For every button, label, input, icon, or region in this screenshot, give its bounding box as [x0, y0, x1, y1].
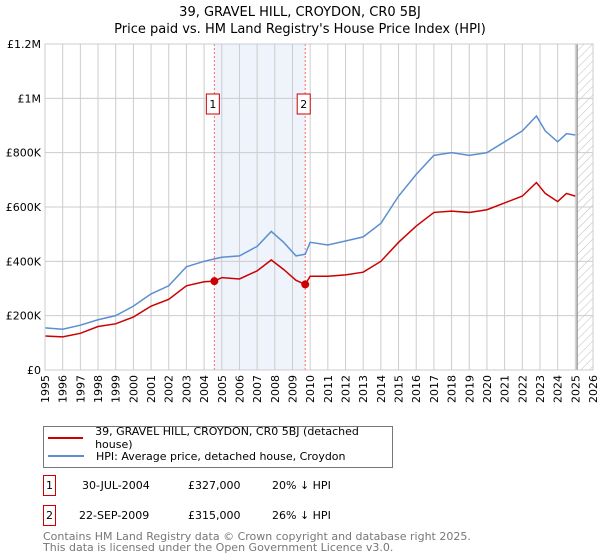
x-tick-label: 2014 — [375, 375, 388, 403]
x-tick-label: 2006 — [233, 375, 246, 403]
x-tick-label: 2010 — [304, 375, 317, 403]
price-chart: 1995 1996 1997 1998 1999 2000 2001 2002 2003 2004… — [6, 38, 600, 403]
x-tick-label: 2021 — [499, 375, 512, 403]
y-tick-label: £200K — [6, 310, 42, 323]
x-tick-label: 2011 — [322, 375, 335, 403]
marker-badge: 1 — [43, 475, 56, 496]
sale-marker-box — [296, 93, 311, 115]
y-tick-label: £600K — [6, 201, 42, 214]
footer-line: Contains HM Land Registry data © Crown c… — [43, 530, 471, 543]
legend-item-property: 39, GRAVEL HILL, CROYDON, CR0 5BJ (detac… — [48, 425, 392, 451]
x-tick-label: 2026 — [587, 375, 600, 403]
x-tick-label: 2024 — [552, 375, 565, 403]
y-tick-label: £800K — [6, 147, 42, 160]
transaction-row: 1 30-JUL-2004 £327,000 20% ↓ HPI — [43, 475, 443, 496]
x-tick-label: 2012 — [340, 375, 353, 403]
transaction-row: 2 22-SEP-2009 £315,000 26% ↓ HPI — [43, 505, 443, 526]
transaction-date: 22-SEP-2009 — [79, 509, 150, 522]
transaction-hpi: 20% ↓ HPI — [272, 479, 331, 492]
legend-label: HPI: Average price, detached house, Croy… — [96, 449, 346, 463]
y-tick-label: £400K — [6, 255, 42, 268]
legend: 39, GRAVEL HILL, CROYDON, CR0 5BJ (detac… — [43, 425, 393, 468]
transaction-price: £327,000 — [188, 479, 241, 492]
legend-label: 39, GRAVEL HILL, CROYDON, CR0 5BJ (detac… — [95, 425, 359, 451]
plot-frame — [44, 43, 594, 371]
x-tick-label: 2019 — [463, 375, 476, 403]
sale-marker-label: 1 — [209, 98, 216, 111]
x-tick-label: 2002 — [163, 375, 176, 403]
x-tick-label: 2020 — [481, 375, 494, 403]
sale-point — [301, 280, 310, 289]
footer-line: This data is licensed under the Open Gov… — [43, 541, 394, 554]
transaction-hpi: 26% ↓ HPI — [272, 509, 331, 522]
subtitle-line: Price paid vs. HM Land Registry's House … — [114, 22, 486, 37]
y-tick-label: £0 — [27, 364, 41, 377]
legend-swatch — [48, 455, 84, 457]
marker-badge: 2 — [43, 505, 56, 526]
x-tick-label: 2017 — [428, 375, 441, 403]
x-tick-label: 2018 — [446, 375, 459, 403]
x-tick-label: 2015 — [393, 375, 406, 403]
x-tick-label: 1998 — [92, 375, 105, 403]
transaction-date: 30-JUL-2004 — [82, 479, 150, 492]
x-tick-label: 1999 — [110, 375, 123, 403]
x-tick-label: 2022 — [516, 375, 529, 403]
x-tick-label: 2005 — [216, 375, 229, 403]
x-tick-label: 2001 — [145, 375, 158, 403]
x-tick-label: 2004 — [198, 375, 211, 403]
x-tick-label: 2023 — [534, 375, 547, 403]
title-line: 39, GRAVEL HILL, CROYDON, CR0 5BJ — [179, 5, 421, 20]
x-tick-label: 2009 — [286, 375, 299, 403]
x-tick-label: 2025 — [569, 375, 582, 403]
x-tick-label: 2003 — [180, 375, 193, 403]
chart-title: 39, GRAVEL HILL, CROYDON, CR0 5BJ Price … — [0, 4, 600, 38]
legend-swatch — [48, 437, 84, 439]
footer: Contains HM Land Registry data © Crown c… — [43, 531, 471, 553]
x-tick-label: 1997 — [74, 375, 87, 403]
sale-marker-label: 2 — [300, 98, 307, 111]
x-tick-label: 2016 — [410, 375, 423, 403]
y-tick-label: £1.2M — [7, 38, 41, 51]
x-tick-label: 2013 — [357, 375, 370, 403]
x-tick-label: 1996 — [57, 375, 70, 403]
series-line — [44, 114, 576, 331]
x-tick-label: 1995 — [39, 375, 52, 403]
series-line — [44, 181, 576, 338]
legend-item-hpi: HPI: Average price, detached house, Croy… — [48, 448, 346, 464]
transaction-price: £315,000 — [188, 509, 241, 522]
sale-point — [210, 277, 219, 286]
sale-marker-box — [205, 93, 220, 115]
y-tick-label: £1M — [18, 92, 42, 105]
x-tick-label: 2007 — [251, 375, 264, 403]
x-tick-label: 2000 — [127, 375, 140, 403]
x-tick-label: 2008 — [269, 375, 282, 403]
